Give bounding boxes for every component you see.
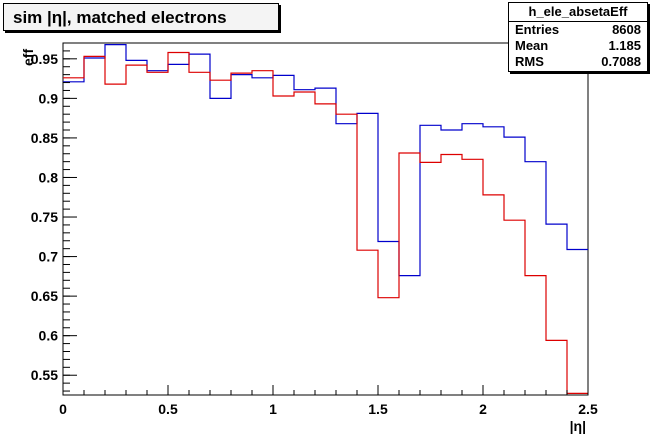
stats-label: RMS [515, 54, 544, 69]
stats-value: 8608 [612, 22, 641, 37]
chart-title: sim |η|, matched electrons [13, 8, 227, 27]
x-tick-label: 2 [479, 401, 487, 417]
stats-label: Mean [515, 38, 549, 53]
y-tick-label: 0.6 [39, 328, 59, 344]
y-tick-label: 0.75 [31, 209, 58, 225]
y-tick-label: 0.8 [39, 169, 59, 185]
x-tick-label: 0.5 [158, 401, 178, 417]
y-tick-label: 0.9 [39, 90, 59, 106]
x-tick-label: 0 [59, 401, 67, 417]
y-tick-label: 0.65 [31, 288, 58, 304]
stats-value: 0.7088 [601, 54, 641, 69]
x-tick-label: 1 [269, 401, 277, 417]
y-tick-label: 0.55 [31, 367, 58, 383]
stats-label: Entries [515, 22, 560, 37]
statistics-box: h_ele_absetaEff Entries 8608 Mean 1.185 … [508, 2, 648, 72]
histogram-name: h_ele_absetaEff [509, 3, 647, 22]
axes-layer: 0 0.5 1 1.5 2 2.5 0.55 0.6 0.65 0.7 0.75 0.8 0.85 0.9… [31, 50, 598, 417]
x-axis-label: |η| [570, 418, 586, 434]
stats-row-entries: Entries 8608 [509, 22, 647, 38]
chart-title-box: sim |η|, matched electrons [3, 3, 279, 31]
y-tick-label: 0.7 [39, 249, 59, 265]
x-tick-label: 1.5 [368, 401, 388, 417]
y-axis-label: eff [20, 49, 36, 66]
series-line-1 [63, 51, 588, 394]
series-layer [63, 44, 588, 394]
series-line-0 [63, 44, 588, 277]
stats-row-mean: Mean 1.185 [509, 38, 647, 54]
y-tick-label: 0.95 [31, 51, 58, 67]
stats-value: 1.185 [608, 38, 641, 53]
plot-frame [62, 42, 589, 396]
stats-row-rms: RMS 0.7088 [509, 54, 647, 70]
x-tick-label: 2.5 [578, 401, 598, 417]
y-tick-label: 0.85 [31, 130, 58, 146]
